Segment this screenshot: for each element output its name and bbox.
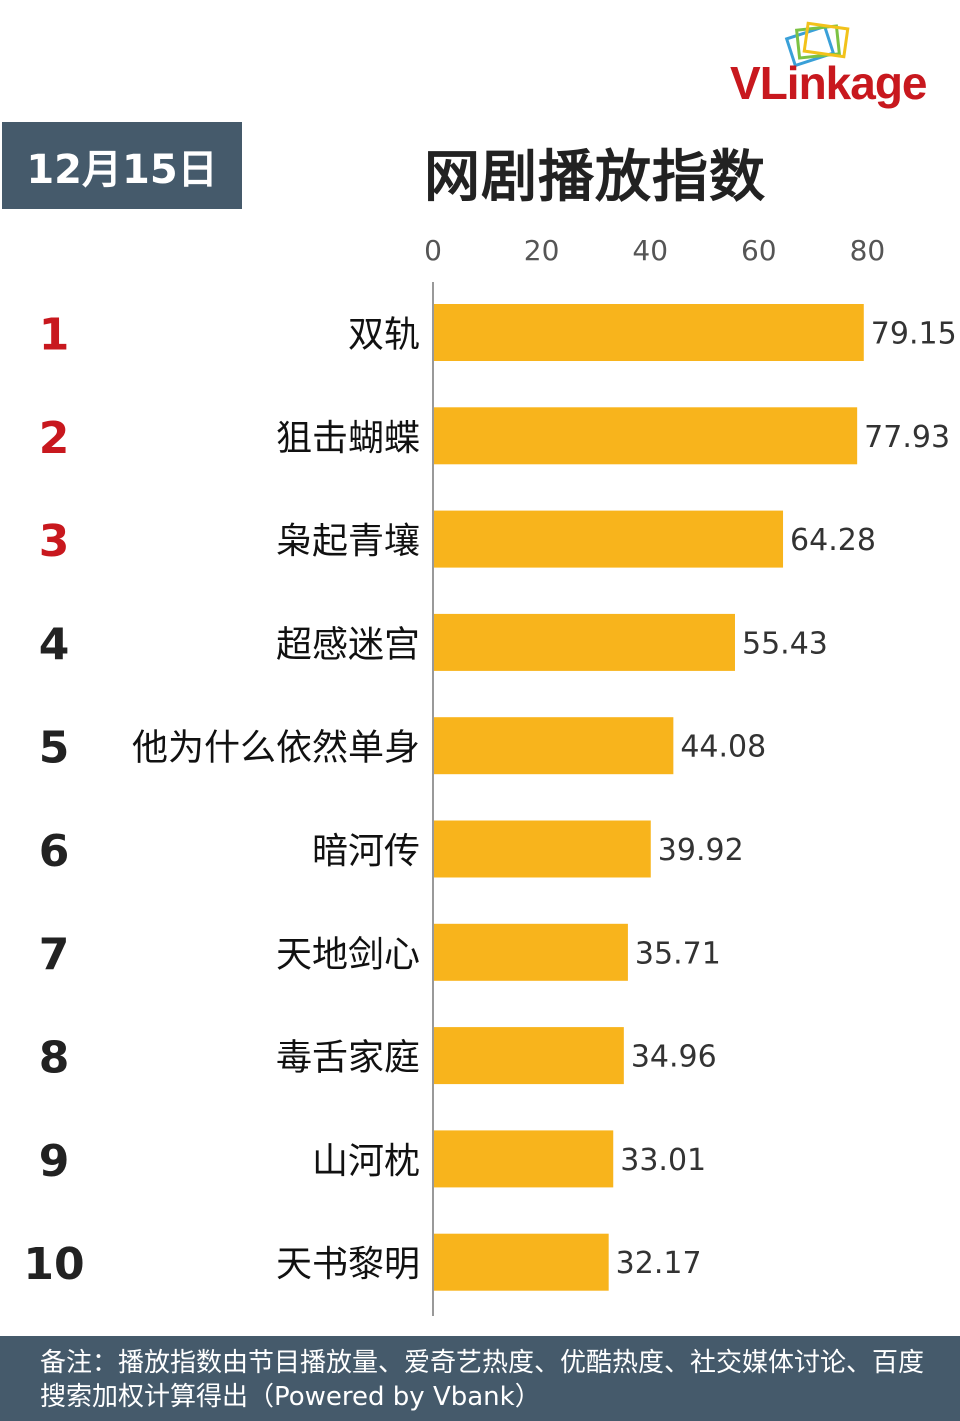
- x-tick-label: 60: [741, 234, 777, 267]
- bar: [434, 717, 674, 775]
- rank-number: 6: [39, 826, 70, 877]
- vlinkage-logo: VLinkage: [730, 18, 955, 109]
- bar-value-label: 44.08: [680, 730, 766, 765]
- bar: [434, 923, 628, 981]
- bar: [434, 407, 858, 465]
- category-label: 毒舌家庭: [276, 1038, 420, 1079]
- rank-number: 4: [39, 619, 70, 670]
- rank-number: 5: [39, 723, 70, 774]
- bar: [434, 613, 735, 671]
- rank-number: 3: [39, 516, 70, 567]
- rank-number: 7: [39, 929, 70, 980]
- bar: [434, 820, 651, 878]
- x-tick-label: 40: [632, 234, 668, 267]
- bar: [434, 1233, 609, 1291]
- category-label: 双轨: [348, 315, 420, 356]
- logo-cards-icon: [784, 21, 850, 68]
- x-tick-label: 0: [424, 234, 442, 267]
- logo-wordmark: VLinkage: [730, 57, 928, 109]
- bar-chart: 0 20 40 60 80 79.15 双轨 1 77.93 狙击蝴蝶 2 64.28 枭起青壤 3 55.…: [23, 234, 957, 1316]
- bar: [434, 1027, 624, 1085]
- category-label: 狙击蝴蝶: [276, 418, 420, 459]
- rank-number: 1: [39, 310, 70, 361]
- category-label: 他为什么依然单身: [132, 728, 420, 769]
- rank-number: 9: [39, 1136, 70, 1187]
- bar-value-label: 64.28: [790, 523, 876, 558]
- bar-value-label: 39.92: [658, 833, 744, 868]
- bar-value-label: 32.17: [616, 1246, 702, 1281]
- chart-title: 网剧播放指数: [424, 145, 766, 210]
- bar-value-label: 34.96: [631, 1040, 717, 1075]
- x-tick-label: 20: [524, 234, 560, 267]
- bar-value-label: 79.15: [871, 317, 957, 352]
- category-label: 天地剑心: [276, 934, 420, 975]
- bar-value-label: 55.43: [742, 626, 828, 661]
- bar-value-label: 35.71: [635, 936, 721, 971]
- footer-note: 备注：播放指数由节目播放量、爱奇艺热度、优酷热度、社交媒体讨论、百度搜索加权计算…: [0, 1336, 960, 1421]
- rank-number: 8: [39, 1033, 70, 1084]
- category-label: 山河枕: [312, 1141, 420, 1182]
- category-label: 暗河传: [312, 831, 420, 872]
- bar-value-label: 77.93: [864, 420, 950, 455]
- bar-value-label: 33.01: [620, 1143, 706, 1178]
- bar: [434, 1130, 614, 1188]
- rank-number: 10: [23, 1239, 84, 1290]
- date-label: 12月15日: [2, 122, 242, 209]
- bar: [434, 304, 864, 361]
- category-label: 超感迷宫: [276, 624, 420, 665]
- category-label: 天书黎明: [276, 1244, 420, 1285]
- rank-number: 2: [39, 413, 70, 464]
- x-tick-label: 80: [850, 234, 886, 267]
- bar: [434, 510, 784, 568]
- category-label: 枭起青壤: [276, 521, 420, 562]
